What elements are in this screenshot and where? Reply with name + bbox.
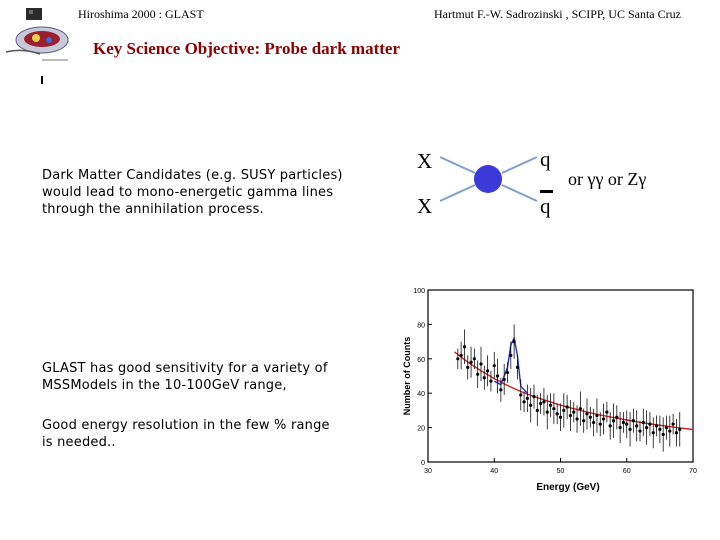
data-point [466,365,470,369]
data-point [628,427,632,431]
data-point [495,374,500,378]
data-point [668,429,672,433]
data-point [519,393,523,397]
candidates-text: Dark Matter Candidates (e.g. SUSY partic… [42,168,343,217]
data-point [664,426,669,430]
y-axis-label: Number of Counts [402,337,412,416]
data-point [505,370,510,375]
data-point [648,422,652,426]
x-tick-label: 60 [623,468,631,475]
data-point [555,412,559,416]
data-point [575,417,579,421]
data-point [654,424,659,428]
data-point [515,365,520,369]
incoming-particle-2: X [417,194,433,218]
data-point [592,420,596,425]
data-point [499,388,503,392]
data-point [532,395,536,399]
data-point [509,353,513,357]
data-point [482,376,486,380]
outgoing-quark: q [540,147,551,171]
data-point [572,410,576,414]
data-point [638,429,642,433]
bullet-mark [41,76,43,84]
signal-line [493,335,528,394]
data-point [456,357,460,361]
y-tick-label: 40 [417,391,425,398]
data-point [462,345,467,349]
y-tick-label: 100 [413,288,425,295]
x-axis-label: Energy (GeV) [536,482,599,493]
data-point [641,420,645,425]
data-point [595,413,599,418]
data-point [582,419,586,423]
header-left: Hiroshima 2000 : GLAST [78,7,204,21]
alternative-final-states: or γγ or Zγ [568,169,647,189]
data-point [552,407,556,411]
slide-title: Key Science Objective: Probe dark matter [93,39,401,58]
data-point [489,379,493,383]
data-point [658,427,662,431]
data-point [522,400,526,404]
data-point [678,427,682,431]
data-point [502,377,506,382]
data-point [545,410,549,414]
data-point [645,426,649,430]
data-point [661,432,665,437]
data-point [635,424,639,428]
data-point [469,360,473,364]
data-point [618,426,622,430]
data-point [588,415,592,419]
data-point [539,401,543,406]
header-right: Hartmut F.-W. Sadrozinski , SCIPP, UC Sa… [434,7,681,21]
data-point [512,340,516,344]
glast-logo [2,4,76,66]
data-point [598,422,602,426]
energy-spectrum-chart: 0 20 40 60 80 100 30 40 50 60 70 Number of Counts… [402,288,697,493]
data-point [542,400,546,404]
antiquark-bar [540,190,553,193]
data-point [601,417,606,421]
data-point [548,403,553,407]
data-point [671,422,675,426]
data-point [472,357,476,361]
data-point [558,415,563,419]
y-tick-label: 60 [417,357,425,364]
incoming-particle-1: X [417,149,433,173]
data-point [608,424,612,428]
data-point [651,431,655,435]
resolution-text: Good energy resolution in the few % rang… [42,418,330,450]
x-tick-label: 50 [557,468,565,475]
data-point [615,415,619,419]
data-point [535,408,539,412]
data-point [585,412,589,416]
x-tick-label: 40 [490,468,498,475]
sensitivity-text: GLAST has good sensitivity for a variety… [42,361,328,393]
data-point [625,422,629,426]
x-tick-label: 30 [424,468,432,475]
y-tick-label: 20 [417,426,425,433]
outgoing-antiquark: q [540,194,551,218]
x-tick-label: 70 [689,468,697,475]
data-point [578,407,582,411]
data-point [562,408,566,412]
vertex-blob [474,165,502,193]
data-point [476,372,480,376]
data-point [565,405,569,409]
data-point [605,410,609,414]
data-point [631,419,635,423]
data-point [674,431,679,435]
data-point [568,413,573,418]
data-point [611,419,616,423]
y-tick-label: 0 [421,460,425,467]
data-point [529,403,533,407]
data-point [525,396,529,400]
data-point [621,420,626,425]
annihilation-diagram [440,156,538,202]
data-point [459,353,463,357]
y-tick-label: 80 [417,322,425,329]
data-point [479,362,483,366]
data-point [486,369,490,373]
data-point [492,364,496,368]
